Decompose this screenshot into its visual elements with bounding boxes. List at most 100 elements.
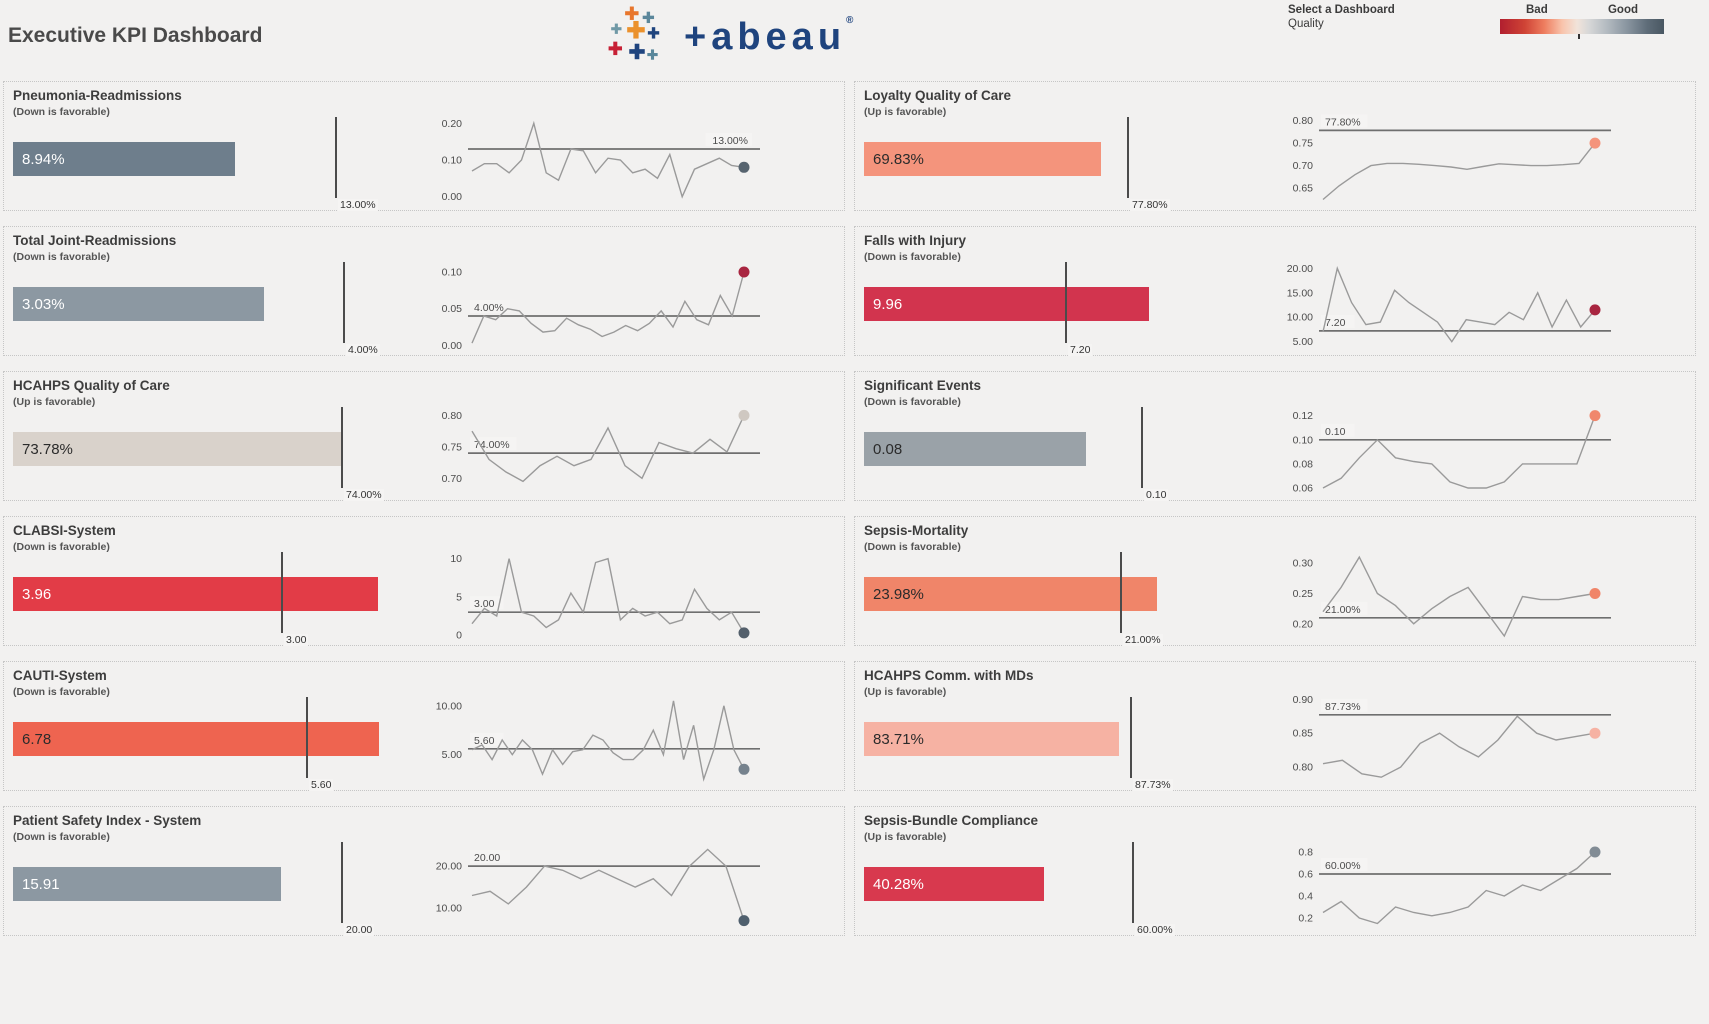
kpi-subtitle: (Down is favorable) bbox=[13, 541, 110, 553]
kpi-card: Patient Safety Index - System (Down is f… bbox=[3, 806, 845, 936]
svg-text:20.00: 20.00 bbox=[1287, 263, 1313, 275]
target-value-label: 0.10 bbox=[1144, 489, 1169, 501]
svg-text:0.30: 0.30 bbox=[1293, 558, 1314, 570]
trend-sparkline[interactable]: 0.30 0.25 0.20 21.00% bbox=[1265, 543, 1617, 647]
target-value-label: 74.00% bbox=[344, 489, 384, 501]
legend-tick bbox=[1578, 34, 1580, 39]
svg-text:0.80: 0.80 bbox=[1293, 762, 1314, 774]
kpi-bar-value: 73.78% bbox=[22, 441, 73, 458]
svg-text:15.00: 15.00 bbox=[1287, 287, 1313, 299]
svg-text:20.00: 20.00 bbox=[474, 852, 500, 864]
svg-text:0.2: 0.2 bbox=[1298, 913, 1313, 925]
kpi-bar-value: 0.08 bbox=[873, 441, 903, 458]
dashboard-selector-label: Select a Dashboard bbox=[1288, 4, 1395, 16]
svg-text:0.70: 0.70 bbox=[1293, 160, 1314, 172]
kpi-title: Patient Safety Index - System bbox=[13, 813, 202, 828]
kpi-card: CAUTI-System (Down is favorable) 6.78 5.… bbox=[3, 661, 845, 791]
kpi-subtitle: (Up is favorable) bbox=[864, 831, 947, 843]
trend-sparkline[interactable]: 10.00 5.00 5.60 bbox=[414, 688, 766, 792]
kpi-title: HCAHPS Quality of Care bbox=[13, 378, 170, 393]
kpi-bar[interactable]: 15.91 bbox=[13, 867, 281, 901]
target-value-label: 60.00% bbox=[1135, 924, 1175, 936]
sparkline-svg[interactable]: 0.20 0.10 0.00 13.00% bbox=[414, 108, 766, 212]
svg-text:0.10: 0.10 bbox=[442, 155, 463, 167]
svg-text:5: 5 bbox=[456, 591, 462, 603]
registered-mark: ® bbox=[846, 15, 859, 26]
svg-text:0.06: 0.06 bbox=[1293, 483, 1314, 495]
target-value-label: 87.73% bbox=[1133, 779, 1173, 791]
kpi-title: CLABSI-System bbox=[13, 523, 116, 538]
kpi-subtitle: (Up is favorable) bbox=[13, 396, 96, 408]
kpi-card: CLABSI-System (Down is favorable) 3.96 3… bbox=[3, 516, 845, 646]
kpi-bar-value: 83.71% bbox=[873, 731, 924, 748]
target-reference-line bbox=[1065, 262, 1067, 343]
svg-text:0.65: 0.65 bbox=[1293, 183, 1314, 195]
sparkline-svg[interactable]: 10.00 5.00 5.60 bbox=[414, 688, 766, 792]
dashboard-selector-value[interactable]: Quality bbox=[1288, 18, 1324, 30]
kpi-bar[interactable]: 3.03% bbox=[13, 287, 264, 321]
sparkline-svg[interactable]: 0.8 0.6 0.4 0.2 60.00% bbox=[1265, 833, 1617, 937]
kpi-bar[interactable]: 69.83% bbox=[864, 142, 1101, 176]
trend-sparkline[interactable]: 0.8 0.6 0.4 0.2 60.00% bbox=[1265, 833, 1617, 937]
sparkline-svg[interactable]: 0.90 0.85 0.80 87.73% bbox=[1265, 688, 1617, 792]
trend-sparkline[interactable]: 10 5 0 3.00 bbox=[414, 543, 766, 647]
trend-sparkline[interactable]: 0.20 0.10 0.00 13.00% bbox=[414, 108, 766, 212]
trend-sparkline[interactable]: 20.00 10.00 20.00 bbox=[414, 833, 766, 937]
target-reference-line bbox=[1132, 842, 1134, 923]
kpi-subtitle: (Down is favorable) bbox=[864, 251, 961, 263]
svg-text:0: 0 bbox=[456, 630, 462, 642]
trend-sparkline[interactable]: 0.10 0.05 0.00 4.00% bbox=[414, 253, 766, 357]
kpi-bar[interactable]: 83.71% bbox=[864, 722, 1119, 756]
tableau-logo: +ab|eau® bbox=[606, 6, 859, 118]
kpi-subtitle: (Down is favorable) bbox=[13, 686, 110, 698]
kpi-bar[interactable]: 3.96 bbox=[13, 577, 378, 611]
sparkline-svg[interactable]: 0.80 0.75 0.70 74.00% bbox=[414, 398, 766, 502]
sparkline-svg[interactable]: 0.30 0.25 0.20 21.00% bbox=[1265, 543, 1617, 647]
svg-text:60.00%: 60.00% bbox=[1325, 860, 1361, 872]
svg-text:87.73%: 87.73% bbox=[1325, 701, 1361, 713]
svg-text:0.80: 0.80 bbox=[442, 410, 463, 422]
kpi-bar[interactable]: 9.96 bbox=[864, 287, 1149, 321]
kpi-card: Pneumonia-Readmissions (Down is favorabl… bbox=[3, 81, 845, 211]
kpi-title: Pneumonia-Readmissions bbox=[13, 88, 182, 103]
sparkline-svg[interactable]: 20.00 10.00 20.00 bbox=[414, 833, 766, 937]
target-reference-line bbox=[343, 262, 345, 343]
trend-sparkline[interactable]: 0.12 0.10 0.08 0.06 0.10 bbox=[1265, 398, 1617, 502]
kpi-bar[interactable]: 40.28% bbox=[864, 867, 1044, 901]
trend-sparkline[interactable]: 0.80 0.75 0.70 74.00% bbox=[414, 398, 766, 502]
svg-text:4.00%: 4.00% bbox=[474, 302, 504, 314]
tableau-wordmark: +ab|eau® bbox=[615, 15, 859, 118]
kpi-bar-value: 40.28% bbox=[873, 876, 924, 893]
kpi-card: HCAHPS Comm. with MDs (Up is favorable) … bbox=[854, 661, 1696, 791]
trend-sparkline[interactable]: 0.80 0.75 0.70 0.65 77.80% bbox=[1265, 108, 1617, 212]
trend-sparkline[interactable]: 20.00 15.00 10.00 5.00 7.20 bbox=[1265, 253, 1617, 357]
target-reference-line bbox=[1120, 552, 1122, 633]
svg-text:0.8: 0.8 bbox=[1298, 847, 1313, 859]
sparkline-svg[interactable]: 0.10 0.05 0.00 4.00% bbox=[414, 253, 766, 357]
target-reference-line bbox=[341, 407, 343, 488]
svg-text:0.6: 0.6 bbox=[1298, 869, 1313, 881]
kpi-bar[interactable]: 0.08 bbox=[864, 432, 1086, 466]
svg-text:0.00: 0.00 bbox=[442, 191, 463, 203]
sparkline-svg[interactable]: 0.80 0.75 0.70 0.65 77.80% bbox=[1265, 108, 1617, 212]
kpi-bar[interactable]: 73.78% bbox=[13, 432, 341, 466]
target-value-label: 7.20 bbox=[1068, 344, 1093, 356]
kpi-bar[interactable]: 6.78 bbox=[13, 722, 379, 756]
kpi-bar[interactable]: 8.94% bbox=[13, 142, 235, 176]
dashboard-selector: Select a Dashboard Quality bbox=[1288, 4, 1395, 30]
svg-text:20.00: 20.00 bbox=[436, 861, 462, 873]
kpi-bar-value: 69.83% bbox=[873, 151, 924, 168]
sparkline-svg[interactable]: 20.00 15.00 10.00 5.00 7.20 bbox=[1265, 253, 1617, 357]
svg-text:74.00%: 74.00% bbox=[474, 439, 510, 451]
target-value-label: 5.60 bbox=[309, 779, 334, 791]
trend-sparkline[interactable]: 0.90 0.85 0.80 87.73% bbox=[1265, 688, 1617, 792]
target-reference-line bbox=[306, 697, 308, 778]
svg-text:0.4: 0.4 bbox=[1298, 891, 1313, 903]
sparkline-svg[interactable]: 10 5 0 3.00 bbox=[414, 543, 766, 647]
kpi-title: CAUTI-System bbox=[13, 668, 107, 683]
svg-text:0.12: 0.12 bbox=[1293, 410, 1314, 422]
svg-text:0.90: 0.90 bbox=[1293, 694, 1314, 706]
svg-text:10.00: 10.00 bbox=[436, 700, 462, 712]
sparkline-svg[interactable]: 0.12 0.10 0.08 0.06 0.10 bbox=[1265, 398, 1617, 502]
kpi-bar[interactable]: 23.98% bbox=[864, 577, 1157, 611]
